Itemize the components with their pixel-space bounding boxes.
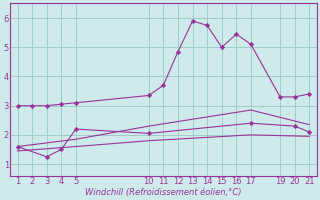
X-axis label: Windchill (Refroidissement éolien,°C): Windchill (Refroidissement éolien,°C) [85, 188, 242, 197]
